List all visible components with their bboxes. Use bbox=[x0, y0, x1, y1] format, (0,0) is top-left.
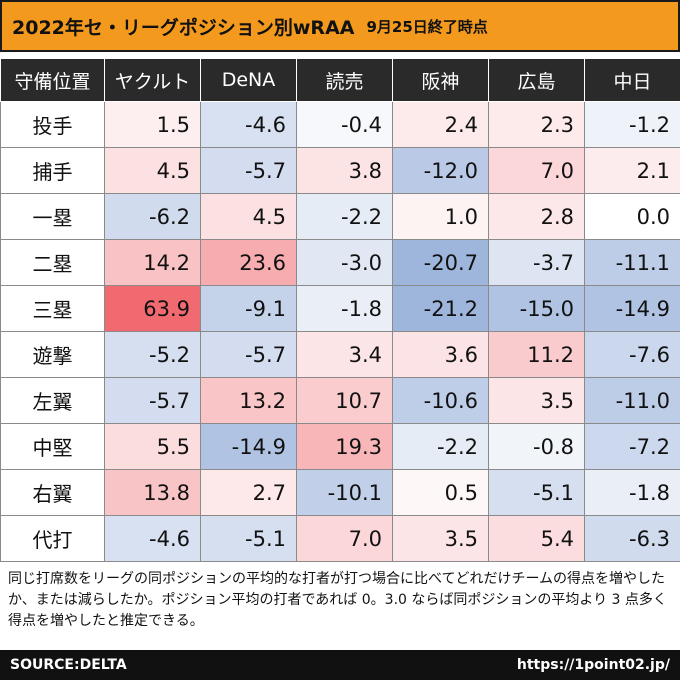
wraa-cell: 3.4 bbox=[296, 331, 393, 378]
wraa-cell: -0.4 bbox=[296, 101, 393, 148]
wraa-cell: -4.6 bbox=[200, 101, 297, 148]
wraa-cell: 10.7 bbox=[296, 377, 393, 424]
wraa-cell: -1.8 bbox=[296, 285, 393, 332]
wraa-cell: 23.6 bbox=[200, 239, 297, 286]
position-label: 中堅 bbox=[0, 423, 105, 470]
table-row: 一塁 -6.2 4.5 -2.2 1.0 2.8 0.0 bbox=[0, 193, 680, 240]
team-header: ヤクルト bbox=[104, 58, 201, 102]
wraa-cell: -2.2 bbox=[296, 193, 393, 240]
position-label: 三塁 bbox=[0, 285, 105, 332]
wraa-cell: 13.2 bbox=[200, 377, 297, 424]
wraa-cell: 1.0 bbox=[392, 193, 489, 240]
chart-title: 2022年セ・リーグポジション別wRAA bbox=[12, 16, 355, 39]
table-body: 投手 1.5 -4.6 -0.4 2.4 2.3 -1.2 捕手 4.5 -5.7 3.8 -12.0… bbox=[0, 101, 680, 562]
table-row: 右翼 13.8 2.7 -10.1 0.5 -5.1 -1.8 bbox=[0, 469, 680, 516]
wraa-cell: -7.2 bbox=[584, 423, 680, 470]
wraa-cell: 2.8 bbox=[488, 193, 585, 240]
wraa-cell: 7.0 bbox=[296, 515, 393, 562]
team-header: 広島 bbox=[488, 58, 585, 102]
wraa-cell: -14.9 bbox=[584, 285, 680, 332]
wraa-cell: 3.5 bbox=[392, 515, 489, 562]
wraa-cell: 2.1 bbox=[584, 147, 680, 194]
table-row: 左翼 -5.7 13.2 10.7 -10.6 3.5 -11.0 bbox=[0, 377, 680, 424]
position-label: 左翼 bbox=[0, 377, 105, 424]
wraa-cell: -3.7 bbox=[488, 239, 585, 286]
wraa-cell: 3.6 bbox=[392, 331, 489, 378]
wraa-cell: 2.4 bbox=[392, 101, 489, 148]
wraa-cell: 3.5 bbox=[488, 377, 585, 424]
wraa-cell: -20.7 bbox=[392, 239, 489, 286]
wraa-cell: -5.2 bbox=[104, 331, 201, 378]
source-url: https://1point02.jp/ bbox=[516, 657, 670, 673]
wraa-cell: 1.5 bbox=[104, 101, 201, 148]
wraa-cell: -15.0 bbox=[488, 285, 585, 332]
wraa-cell: -0.8 bbox=[488, 423, 585, 470]
position-label: 投手 bbox=[0, 101, 105, 148]
wraa-cell: 4.5 bbox=[200, 193, 297, 240]
wraa-cell: 2.7 bbox=[200, 469, 297, 516]
wraa-cell: 3.8 bbox=[296, 147, 393, 194]
wraa-cell: -5.7 bbox=[104, 377, 201, 424]
wraa-cell: -1.8 bbox=[584, 469, 680, 516]
wraa-cell: -11.1 bbox=[584, 239, 680, 286]
table-row: 投手 1.5 -4.6 -0.4 2.4 2.3 -1.2 bbox=[0, 101, 680, 148]
header-row: 守備位置 ヤクルト DeNA 読売 阪神 広島 中日 bbox=[0, 58, 680, 102]
wraa-cell: 4.5 bbox=[104, 147, 201, 194]
wraa-table: 守備位置 ヤクルト DeNA 読売 阪神 広島 中日 投手 1.5 -4.6 -0.4… bbox=[0, 58, 680, 562]
position-label: 二塁 bbox=[0, 239, 105, 286]
table-row: 三塁 63.9 -9.1 -1.8 -21.2 -15.0 -14.9 bbox=[0, 285, 680, 332]
table-row: 捕手 4.5 -5.7 3.8 -12.0 7.0 2.1 bbox=[0, 147, 680, 194]
table-row: 代打 -4.6 -5.1 7.0 3.5 5.4 -6.3 bbox=[0, 515, 680, 562]
position-label: 一塁 bbox=[0, 193, 105, 240]
position-label: 捕手 bbox=[0, 147, 105, 194]
wraa-cell: 19.3 bbox=[296, 423, 393, 470]
corner-header: 守備位置 bbox=[0, 58, 105, 102]
wraa-cell: 7.0 bbox=[488, 147, 585, 194]
wraa-cell: -4.6 bbox=[104, 515, 201, 562]
table-row: 二塁 14.2 23.6 -3.0 -20.7 -3.7 -11.1 bbox=[0, 239, 680, 286]
wraa-cell: -5.7 bbox=[200, 147, 297, 194]
wraa-cell: 13.8 bbox=[104, 469, 201, 516]
team-header: 中日 bbox=[584, 58, 680, 102]
wraa-cell: 14.2 bbox=[104, 239, 201, 286]
wraa-cell: -12.0 bbox=[392, 147, 489, 194]
wraa-cell: -5.7 bbox=[200, 331, 297, 378]
position-label: 遊撃 bbox=[0, 331, 105, 378]
team-header: 阪神 bbox=[392, 58, 489, 102]
wraa-cell: 5.5 bbox=[104, 423, 201, 470]
wraa-cell: -9.1 bbox=[200, 285, 297, 332]
source-label: SOURCE:DELTA bbox=[10, 657, 127, 673]
explanation-note: 同じ打席数をリーグの同ポジションの平均的な打者が打つ場合に比べてどれだけチームの… bbox=[8, 571, 667, 629]
wraa-cell: -14.9 bbox=[200, 423, 297, 470]
wraa-cell: -10.1 bbox=[296, 469, 393, 516]
table-row: 中堅 5.5 -14.9 19.3 -2.2 -0.8 -7.2 bbox=[0, 423, 680, 470]
title-bar: 2022年セ・リーグポジション別wRAA 9月25日終了時点 bbox=[0, 0, 680, 52]
wraa-cell: -2.2 bbox=[392, 423, 489, 470]
wraa-cell: -11.0 bbox=[584, 377, 680, 424]
team-header: 読売 bbox=[296, 58, 393, 102]
wraa-cell: 0.5 bbox=[392, 469, 489, 516]
wraa-cell: -5.1 bbox=[488, 469, 585, 516]
wraa-cell: -6.2 bbox=[104, 193, 201, 240]
footer: SOURCE:DELTA https://1point02.jp/ bbox=[0, 650, 680, 680]
position-label: 右翼 bbox=[0, 469, 105, 516]
wraa-cell: -7.6 bbox=[584, 331, 680, 378]
wraa-cell: 63.9 bbox=[104, 285, 201, 332]
wraa-cell: -1.2 bbox=[584, 101, 680, 148]
wraa-cell: -6.3 bbox=[584, 515, 680, 562]
wraa-cell: -21.2 bbox=[392, 285, 489, 332]
wraa-cell: 5.4 bbox=[488, 515, 585, 562]
wraa-cell: 11.2 bbox=[488, 331, 585, 378]
wraa-cell: -5.1 bbox=[200, 515, 297, 562]
chart-subtitle: 9月25日終了時点 bbox=[366, 17, 488, 36]
team-header: DeNA bbox=[200, 58, 297, 102]
wraa-cell: 2.3 bbox=[488, 101, 585, 148]
position-label: 代打 bbox=[0, 515, 105, 562]
wraa-cell: 0.0 bbox=[584, 193, 680, 240]
wraa-cell: -3.0 bbox=[296, 239, 393, 286]
table-row: 遊撃 -5.2 -5.7 3.4 3.6 11.2 -7.6 bbox=[0, 331, 680, 378]
wraa-cell: -10.6 bbox=[392, 377, 489, 424]
